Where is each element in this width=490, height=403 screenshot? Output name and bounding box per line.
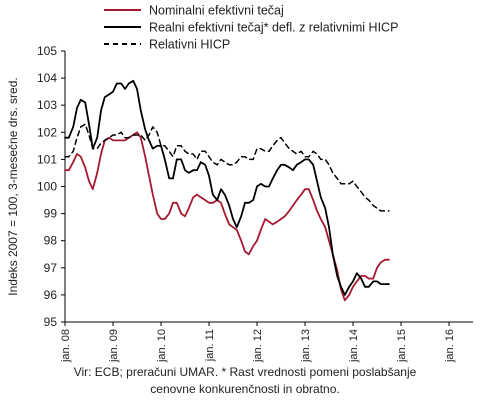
y-tick-label: 96 [44, 288, 58, 302]
y-tick-label: 97 [44, 261, 58, 275]
y-tick-label: 98 [44, 234, 58, 248]
x-tick-label: jan. 12 [252, 329, 264, 363]
x-tick-label: jan. 09 [108, 329, 120, 363]
series-layer [64, 79, 390, 302]
y-axis: 95 96 97 98 99 100 101 102 103 104 105 [37, 44, 66, 329]
y-tick-label: 99 [44, 207, 58, 221]
y-tick-label: 101 [37, 152, 57, 166]
legend-label-2: Realni efektivni tečaj* defl. z relativn… [149, 21, 398, 35]
x-axis: jan. 08 jan. 09 jan. 10 jan. 11 jan. 12 jan. … [60, 321, 473, 363]
x-tick-label: jan. 11 [204, 329, 216, 362]
x-tick-label: jan. 13 [300, 329, 312, 363]
y-tick-label: 100 [37, 180, 57, 194]
series-line-1 [64, 131, 390, 302]
caption: Vir: ECB; preračuni UMAR. * Rast vrednos… [74, 365, 417, 396]
y-tick-label: 95 [44, 315, 58, 329]
legend-label-1: Nominalni efektivni tečaj [149, 4, 284, 18]
series-line-3 [64, 123, 390, 212]
legend-label-3: Relativni HICP [149, 38, 230, 52]
y-tick-label: 104 [37, 71, 57, 85]
y-axis-label-group: Indeks 2007 = 100, 3-mesečne drs. sred. [6, 77, 20, 295]
x-tick-label: jan. 14 [348, 329, 360, 363]
y-tick-label: 102 [37, 125, 57, 139]
y-axis-label: Indeks 2007 = 100, 3-mesečne drs. sred. [6, 77, 20, 295]
caption-line-2: cenovne konkurenčnosti in obratno. [150, 382, 339, 396]
x-tick-label: jan. 15 [396, 329, 408, 363]
legend: Nominalni efektivni tečaj Realni efektivn… [104, 4, 398, 52]
y-tick-label: 105 [37, 44, 57, 58]
x-tick-label: jan. 16 [444, 329, 456, 363]
x-tick-label: jan. 08 [60, 329, 72, 363]
y-tick-label: 103 [37, 98, 57, 112]
x-tick-label: jan. 10 [156, 329, 168, 363]
series-line-2 [64, 79, 390, 296]
caption-line-1: Vir: ECB; preračuni UMAR. * Rast vrednos… [74, 365, 417, 379]
